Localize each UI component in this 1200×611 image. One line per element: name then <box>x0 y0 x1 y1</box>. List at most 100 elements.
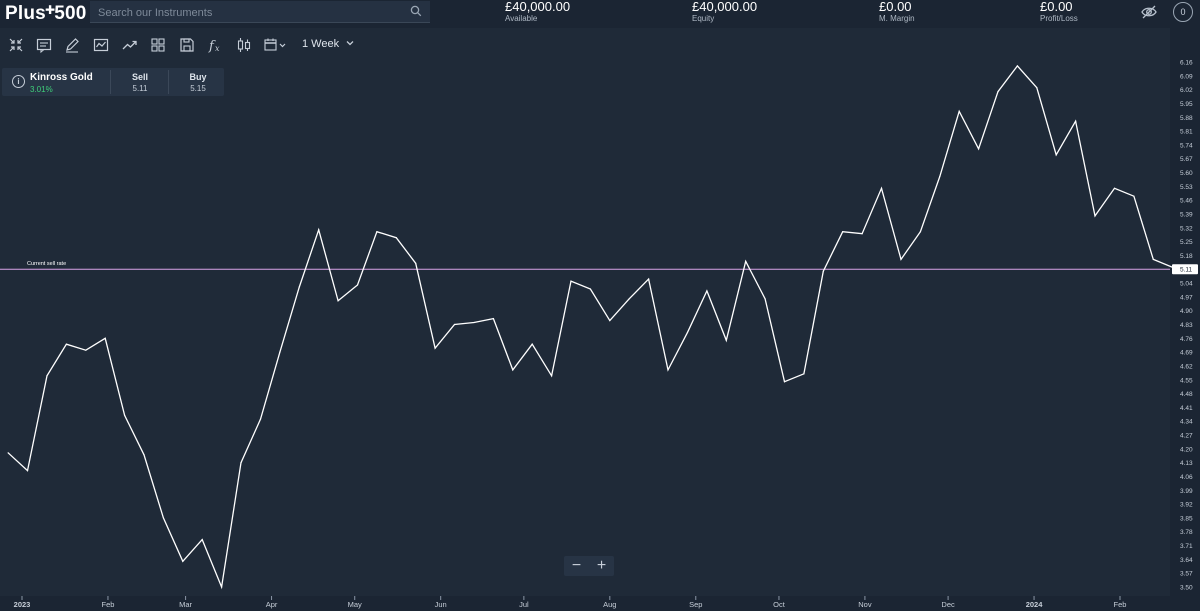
price-point <box>395 237 397 239</box>
svg-text:f: f <box>208 39 216 54</box>
price-point <box>686 331 689 333</box>
y-tick-label: 4.20 <box>1180 446 1193 453</box>
y-tick-label: 5.74 <box>1180 142 1193 149</box>
price-point <box>764 298 766 300</box>
instrument-panel[interactable]: i Kinross Gold 3.01% Sell 5.11 Buy 5.15 <box>2 68 224 96</box>
y-tick-label: 3.92 <box>1180 502 1193 509</box>
x-tick-label: 2023 <box>14 600 31 609</box>
current-sell-rate-tag-value: 5.11 <box>1180 267 1193 274</box>
indicators-icon[interactable] <box>35 36 53 54</box>
price-point <box>162 517 165 519</box>
y-tick-label: 4.41 <box>1180 405 1193 412</box>
y-tick-label: 3.50 <box>1180 585 1193 592</box>
chart-type-icon[interactable] <box>92 36 110 54</box>
x-tick-label: 2024 <box>1026 600 1044 609</box>
calendar-icon[interactable] <box>263 36 289 54</box>
price-point <box>201 539 203 541</box>
metric-equity-value: £40,000.00 <box>692 0 758 14</box>
x-tick-label: Feb <box>1114 600 1127 609</box>
price-point <box>85 349 87 351</box>
y-tick-label: 5.32 <box>1180 225 1193 232</box>
price-point <box>415 262 417 264</box>
x-tick-label: Sep <box>689 600 702 609</box>
price-point <box>648 278 650 280</box>
save-icon[interactable] <box>178 36 196 54</box>
instrument-change: 3.01% <box>30 85 53 94</box>
price-point <box>609 319 611 322</box>
divider <box>110 70 111 94</box>
metric-margin-value: £0.00 <box>879 0 912 14</box>
search-input[interactable] <box>96 3 400 22</box>
x-tick-label: Oct <box>773 600 786 609</box>
buy-label: Buy <box>189 72 207 82</box>
price-point <box>65 343 67 345</box>
y-tick-label: 5.18 <box>1180 253 1193 260</box>
price-point <box>376 231 378 233</box>
price-point <box>1113 187 1116 189</box>
price-point <box>1075 120 1077 122</box>
price-point <box>531 343 533 345</box>
price-point <box>512 369 514 371</box>
trend-icon[interactable] <box>121 36 139 54</box>
zoom-out-button[interactable]: − <box>571 557 582 574</box>
y-tick-label: 6.09 <box>1180 73 1193 80</box>
x-tick-label: Jun <box>435 600 447 609</box>
price-point <box>1036 87 1038 89</box>
price-point <box>919 231 921 233</box>
current-sell-rate-label: Current sell rate <box>27 261 66 267</box>
price-point <box>104 337 106 339</box>
y-tick-label: 4.90 <box>1180 308 1193 315</box>
y-tick-label: 3.85 <box>1180 515 1193 522</box>
zoom-controls: − + <box>564 556 614 576</box>
period-selector[interactable]: 1 Week <box>302 38 355 50</box>
y-tick-label: 5.81 <box>1180 129 1193 136</box>
metric-profit-loss-value: £0.00 <box>1040 0 1073 14</box>
search-icon[interactable] <box>410 5 422 17</box>
y-tick-label: 5.04 <box>1180 281 1193 288</box>
metric-available-label: Available <box>505 14 538 23</box>
sell-price-button[interactable]: Sell 5.11 <box>112 68 168 96</box>
metric-profit-loss: £0.00 Profit/Loss <box>1040 0 1078 24</box>
notification-badge[interactable]: 0 <box>1173 2 1193 22</box>
x-tick-label: Apr <box>266 600 278 609</box>
price-point <box>725 339 727 341</box>
y-tick-label: 3.78 <box>1180 529 1193 536</box>
price-point <box>861 233 863 235</box>
y-tick-label: 4.27 <box>1180 433 1193 440</box>
chevron-down-icon <box>346 41 354 46</box>
price-point <box>783 381 786 383</box>
search-box[interactable] <box>90 1 430 23</box>
eye-off-icon[interactable] <box>1140 3 1158 21</box>
metric-equity-label: Equity <box>692 14 715 23</box>
y-tick-label: 6.02 <box>1180 87 1193 94</box>
layout-icon[interactable] <box>149 36 167 54</box>
y-tick-label: 3.71 <box>1180 543 1193 550</box>
zoom-in-button[interactable]: + <box>596 557 607 574</box>
y-tick-label: 5.88 <box>1180 115 1193 122</box>
price-point <box>337 300 339 302</box>
candles-icon[interactable] <box>235 36 253 54</box>
price-point <box>997 91 999 93</box>
price-point <box>958 110 960 112</box>
metric-available-value: £40,000.00 <box>505 0 571 14</box>
y-tick-label: 4.69 <box>1180 350 1193 357</box>
info-icon[interactable]: i <box>12 75 25 88</box>
x-axis-panel <box>0 596 1200 611</box>
price-point <box>745 260 747 262</box>
price-point <box>822 270 824 272</box>
y-tick-label: 4.13 <box>1180 460 1193 467</box>
y-tick-label: 4.48 <box>1180 391 1193 398</box>
y-tick-label: 4.83 <box>1180 322 1193 329</box>
price-point <box>356 284 359 286</box>
plus500-logo[interactable]: Plus✚500 <box>5 3 87 24</box>
x-tick-label: Dec <box>941 600 955 609</box>
x-tick-label: Nov <box>858 600 872 609</box>
collapse-icon[interactable] <box>7 36 25 54</box>
draw-icon[interactable] <box>63 36 81 54</box>
price-point <box>318 229 320 231</box>
instrument-name: Kinross Gold <box>30 72 93 83</box>
buy-price-button[interactable]: Buy 5.15 <box>170 68 226 96</box>
